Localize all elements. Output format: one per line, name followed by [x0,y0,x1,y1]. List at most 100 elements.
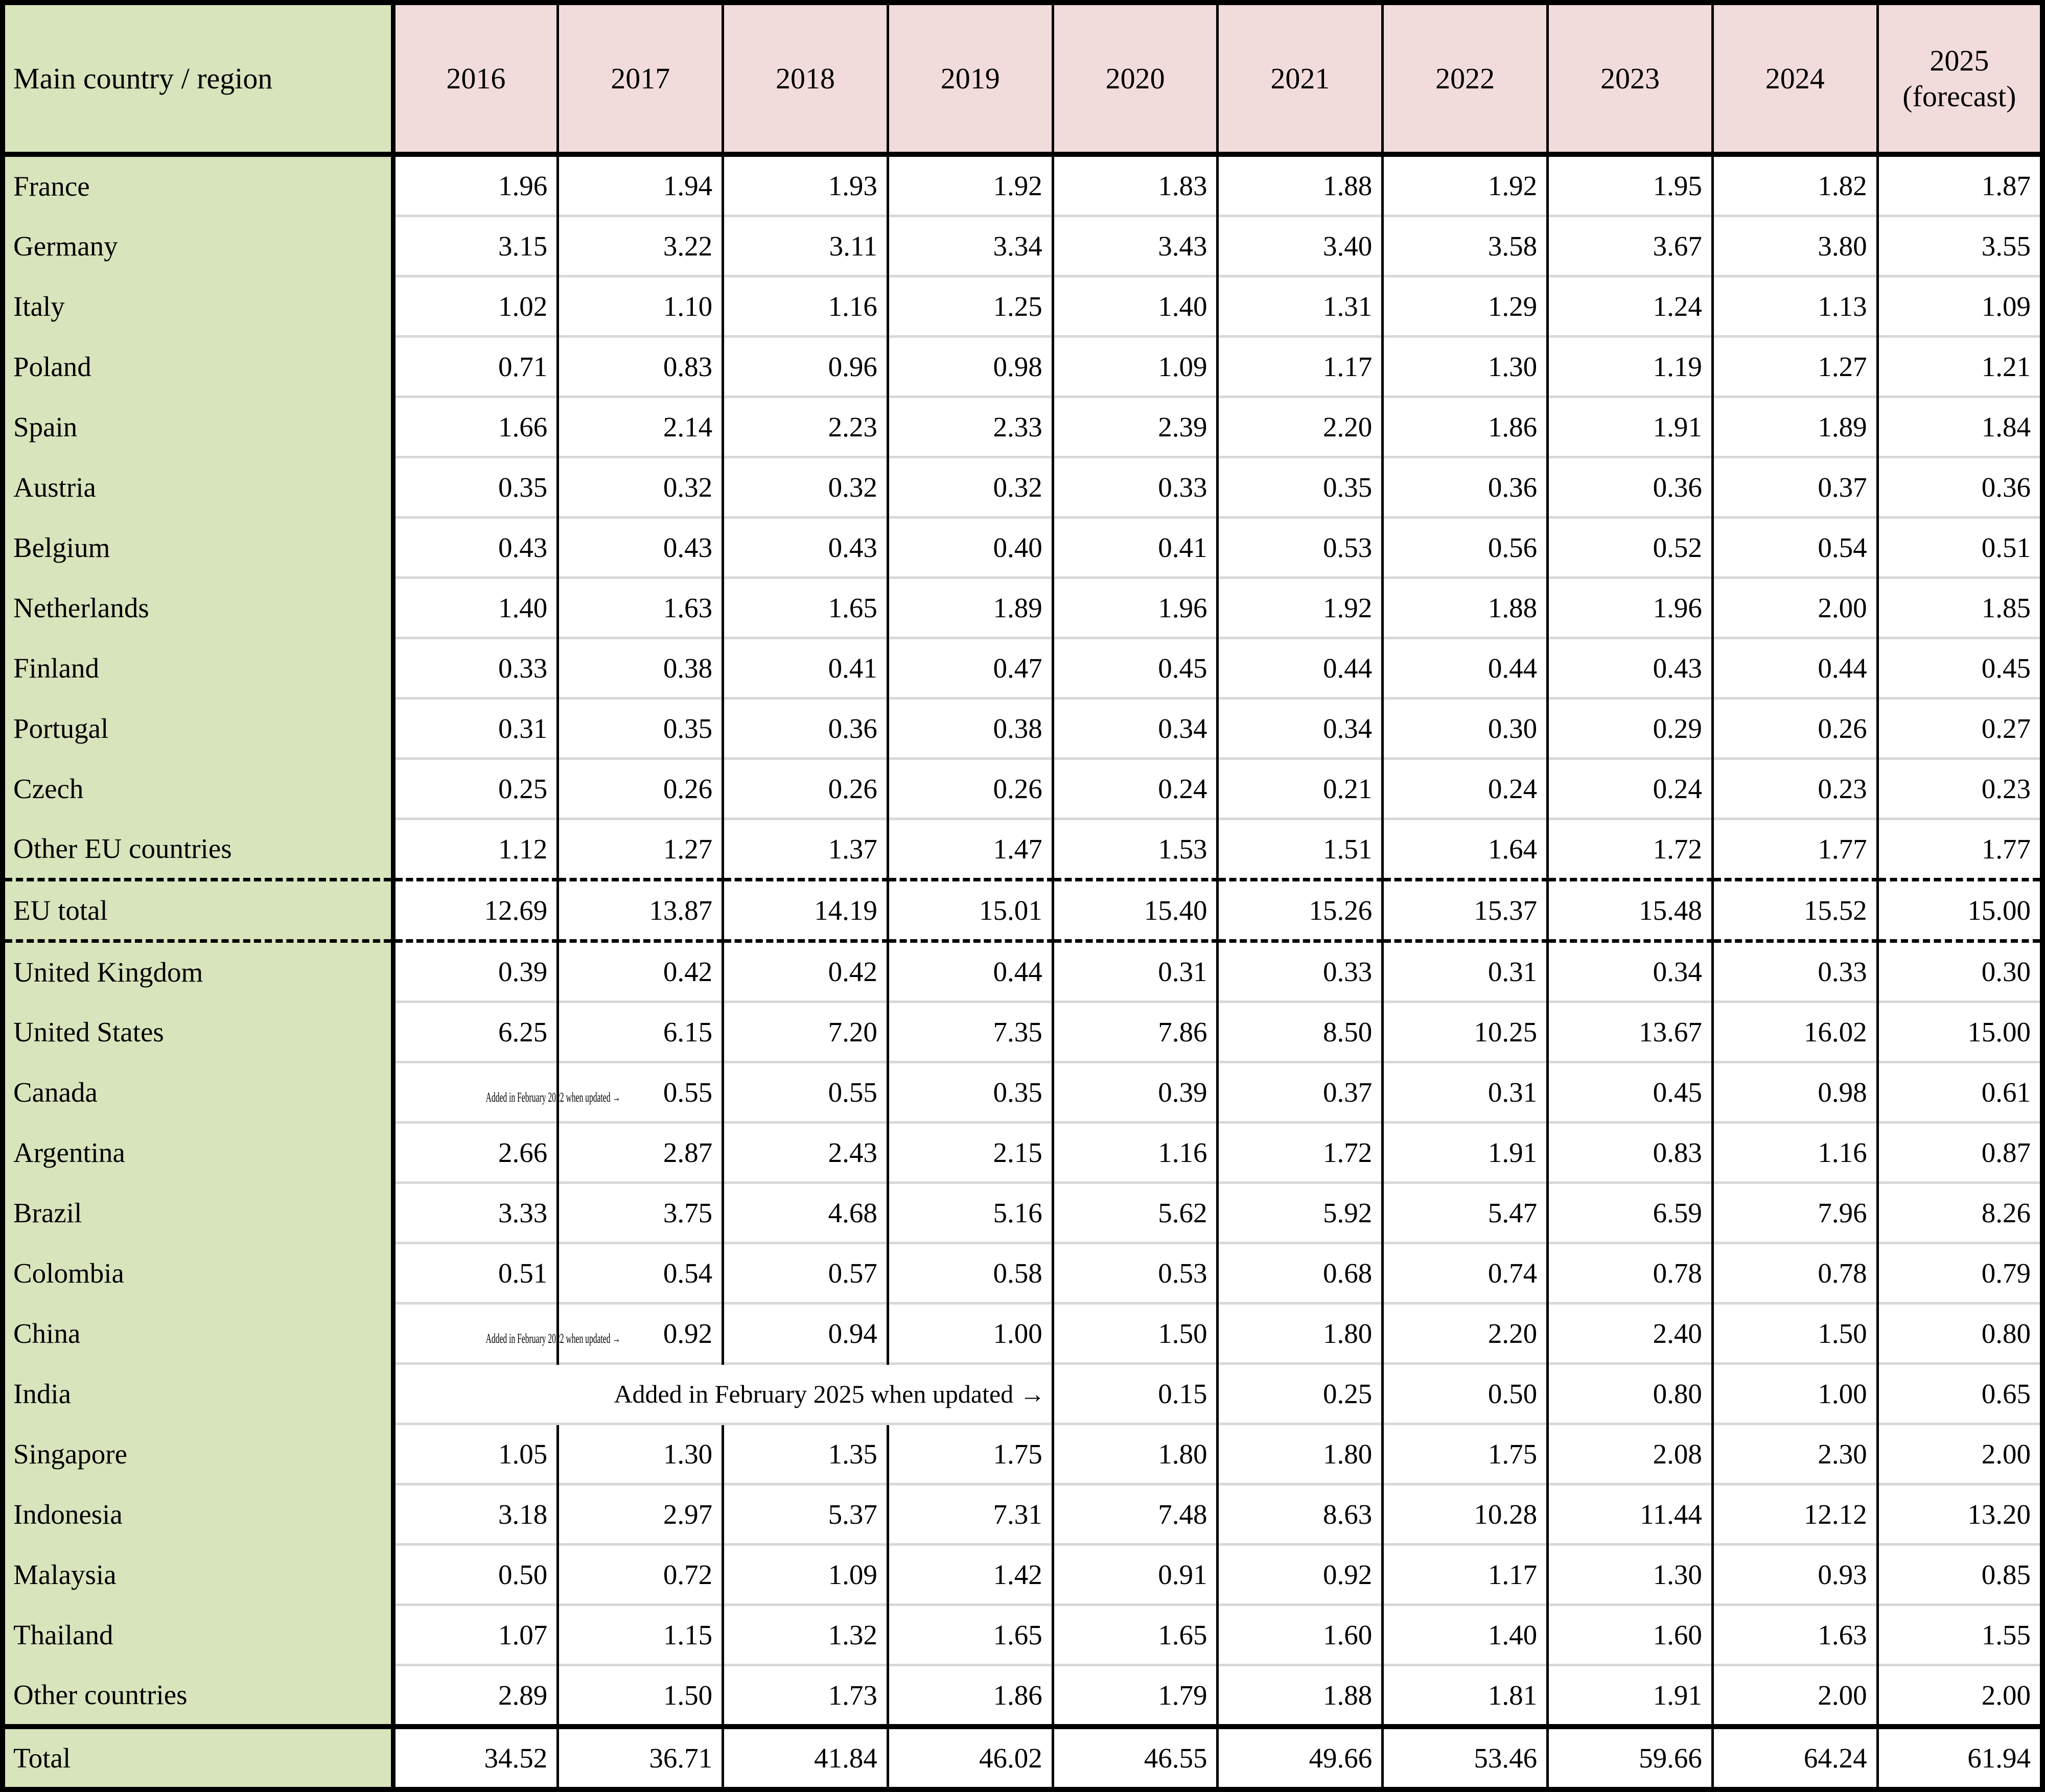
cell-other-countries-2017: 1.50 [556,1664,723,1727]
cell-china-2024: 1.50 [1711,1302,1878,1364]
table-row-india: India Added in February 2025 when updated… [3,1362,2042,1424]
cell-eu-total-2017: 13.87 [556,878,723,943]
cell-china-2025-forecast: 0.80 [1876,1302,2042,1364]
cell-italy-2018: 1.16 [722,275,888,337]
cell-united-states-2022: 10.25 [1381,1000,1548,1062]
table-row-china: China Added in February 2022 when updated… [3,1302,2042,1364]
cell-total-2025-forecast: 61.94 [1876,1724,2042,1789]
cell-colombia-2025-forecast: 0.79 [1876,1242,2042,1304]
cell-colombia-2017: 0.54 [556,1242,723,1304]
cell-colombia-2018: 0.57 [722,1242,888,1304]
cell-united-states-2016: 6.25 [391,1000,558,1062]
table-row-poland: Poland 0.71 0.83 0.96 0.98 1.09 1.17 1.30 1.19 1.… [3,335,2042,397]
cell-portugal-2020: 0.34 [1051,697,1218,759]
cell-argentina-2017: 2.87 [556,1121,723,1183]
row-label-other-countries: Other countries [3,1665,396,1727]
row-label-united-kingdom: United Kingdom [3,941,396,1002]
cell-poland-2022: 1.30 [1381,335,1548,397]
row-label-argentina: Argentina [3,1122,396,1183]
cell-germany-2024: 3.80 [1711,215,1878,276]
cell-eu-total-2022: 15.37 [1381,878,1548,943]
cell-china-2018: 0.94 [722,1302,888,1364]
cell-france-2021: 1.88 [1216,154,1383,216]
table-row-other-countries: Other countries 2.89 1.50 1.73 1.86 1.79 1.88 1… [3,1664,2042,1727]
cell-brazil-2018: 4.68 [722,1181,888,1243]
cell-thailand-2025-forecast: 1.55 [1876,1603,2042,1665]
header-year-2023: 2023 [1546,3,1713,157]
row-label-portugal: Portugal [3,698,396,759]
cell-other-eu-countries-2019: 1.47 [886,818,1053,880]
cell-eu-total-2019: 15.01 [886,878,1053,943]
cell-total-2018: 41.84 [722,1724,888,1789]
cell-other-eu-countries-2020: 1.53 [1051,818,1218,880]
cell-belgium-2024: 0.54 [1711,516,1878,578]
cell-eu-total-2020: 15.40 [1051,878,1218,943]
table-row-germany: Germany 3.15 3.22 3.11 3.34 3.43 3.40 3.58 3.67 3… [3,215,2042,276]
cell-czech-2023: 0.24 [1546,757,1713,819]
cell-germany-2022: 3.58 [1381,215,1548,276]
table-row-eu-total: EU total 12.69 13.87 14.19 15.01 15.40 15.26 15… [3,878,2042,943]
cell-united-states-2020: 7.86 [1051,1000,1218,1062]
cell-india-2025-forecast: 0.65 [1876,1362,2042,1424]
cell-other-countries-2016: 2.89 [391,1664,558,1727]
cell-colombia-2023: 0.78 [1546,1242,1713,1304]
row-label-total: Total [3,1724,396,1789]
cell-czech-2021: 0.21 [1216,757,1383,819]
header-year-2019: 2019 [886,3,1053,157]
header-year-2025-forecast: 2025 (forecast) [1876,3,2042,157]
table-row-finland: Finland 0.33 0.38 0.41 0.47 0.45 0.44 0.44 0.43 0… [3,637,2042,699]
cell-argentina-2020: 1.16 [1051,1121,1218,1183]
row-label-colombia: Colombia [3,1243,396,1304]
cell-united-kingdom-2019: 0.44 [886,940,1053,1002]
cell-austria-2018: 0.32 [722,456,888,518]
cell-canada-2020: 0.39 [1051,1061,1218,1123]
cell-germany-2017: 3.22 [556,215,723,276]
note-china-2016: Added in February 2022 when updated → [391,1302,620,1364]
cell-czech-2018: 0.26 [722,757,888,819]
cell-united-kingdom-2021: 0.33 [1216,940,1383,1002]
cell-poland-2017: 0.83 [556,335,723,397]
table-row-netherlands: Netherlands 1.40 1.63 1.65 1.89 1.96 1.92 1.88 1… [3,576,2042,638]
cell-thailand-2018: 1.32 [722,1603,888,1665]
cell-brazil-2017: 3.75 [556,1181,723,1243]
row-label-china: China [3,1303,396,1364]
cell-austria-2023: 0.36 [1546,456,1713,518]
cell-malaysia-2025-forecast: 0.85 [1876,1543,2042,1605]
row-label-belgium: Belgium [3,517,396,578]
row-label-spain: Spain [3,397,396,457]
cell-portugal-2022: 0.30 [1381,697,1548,759]
cell-france-2018: 1.93 [722,154,888,216]
cell-india-2024: 1.00 [1711,1362,1878,1424]
row-label-germany: Germany [3,216,396,276]
cell-total-2017: 36.71 [556,1724,723,1789]
cell-eu-total-2025-forecast: 15.00 [1876,878,2042,943]
cell-total-2020: 46.55 [1051,1724,1218,1789]
cell-poland-2025-forecast: 1.21 [1876,335,2042,397]
cell-czech-2020: 0.24 [1051,757,1218,819]
cell-colombia-2020: 0.53 [1051,1242,1218,1304]
cell-italy-2016: 1.02 [391,275,558,337]
cell-brazil-2023: 6.59 [1546,1181,1713,1243]
cell-germany-2025-forecast: 3.55 [1876,215,2042,276]
cell-spain-2025-forecast: 1.84 [1876,395,2042,457]
cell-spain-2017: 2.14 [556,395,723,457]
cell-germany-2019: 3.34 [886,215,1053,276]
row-label-other-eu-countries: Other EU countries [3,819,396,880]
cell-india-2021: 0.25 [1216,1362,1383,1424]
cell-germany-2021: 3.40 [1216,215,1383,276]
note-text: Added in February 2022 when updated → [485,1331,620,1346]
cell-poland-2024: 1.27 [1711,335,1878,397]
cell-argentina-2025-forecast: 0.87 [1876,1121,2042,1183]
table-row-austria: Austria 0.35 0.32 0.32 0.32 0.33 0.35 0.36 0.36 0… [3,456,2042,518]
cell-united-kingdom-2020: 0.31 [1051,940,1218,1002]
cell-singapore-2021: 1.80 [1216,1423,1383,1484]
cell-indonesia-2017: 2.97 [556,1483,723,1545]
cell-czech-2025-forecast: 0.23 [1876,757,2042,819]
cell-netherlands-2019: 1.89 [886,576,1053,638]
cell-other-countries-2022: 1.81 [1381,1664,1548,1727]
cell-brazil-2019: 5.16 [886,1181,1053,1243]
cell-canada-2024: 0.98 [1711,1061,1878,1123]
cell-indonesia-2019: 7.31 [886,1483,1053,1545]
cell-portugal-2021: 0.34 [1216,697,1383,759]
